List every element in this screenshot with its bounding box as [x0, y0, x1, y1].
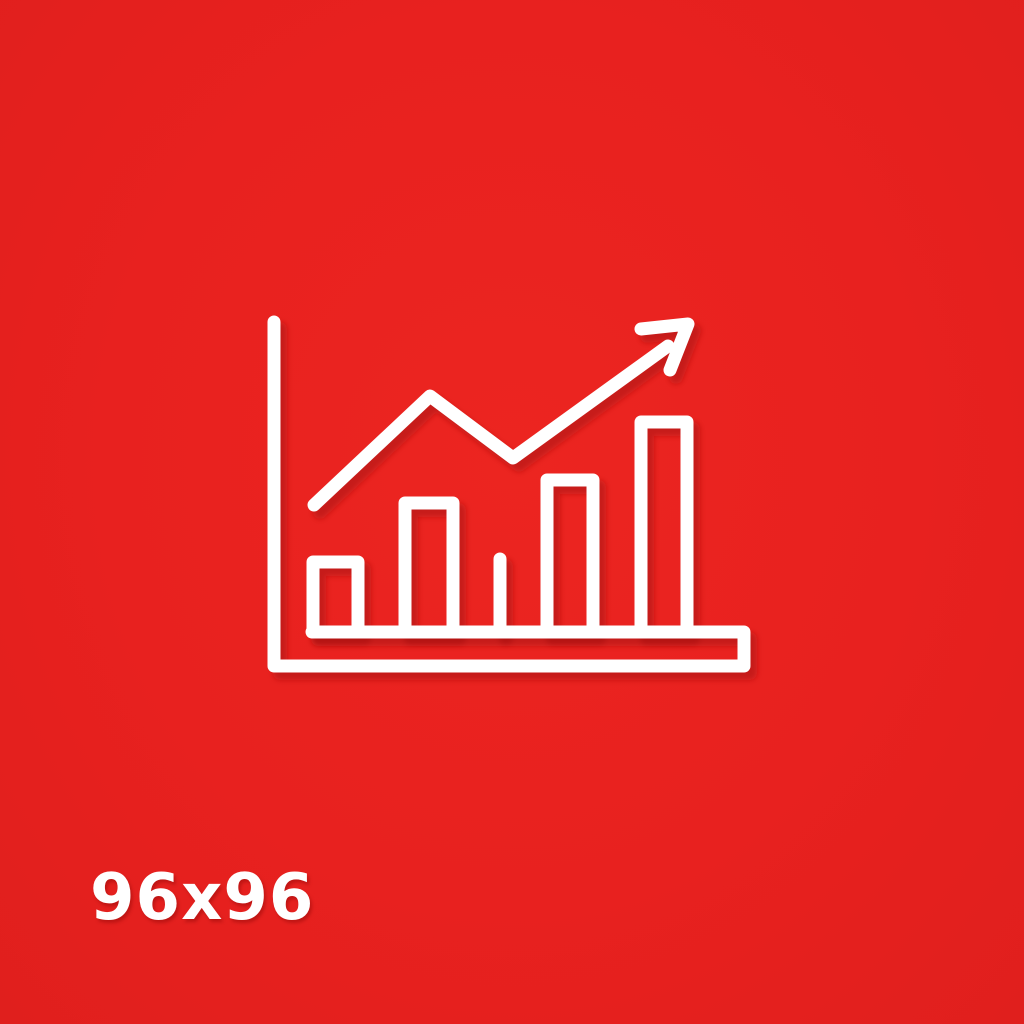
icon-shadow: [273, 322, 757, 680]
axes-icon: [267, 315, 751, 673]
bar-1-icon: [306, 555, 365, 639]
arrow-head-icon: [634, 317, 695, 377]
bar-2-icon: [398, 496, 460, 639]
bar-4-icon: [540, 473, 600, 639]
icon-strokes: [267, 315, 751, 673]
trend-line-icon: [307, 339, 675, 512]
bar-5-icon: [634, 415, 694, 639]
size-label: 96x96: [90, 861, 315, 935]
